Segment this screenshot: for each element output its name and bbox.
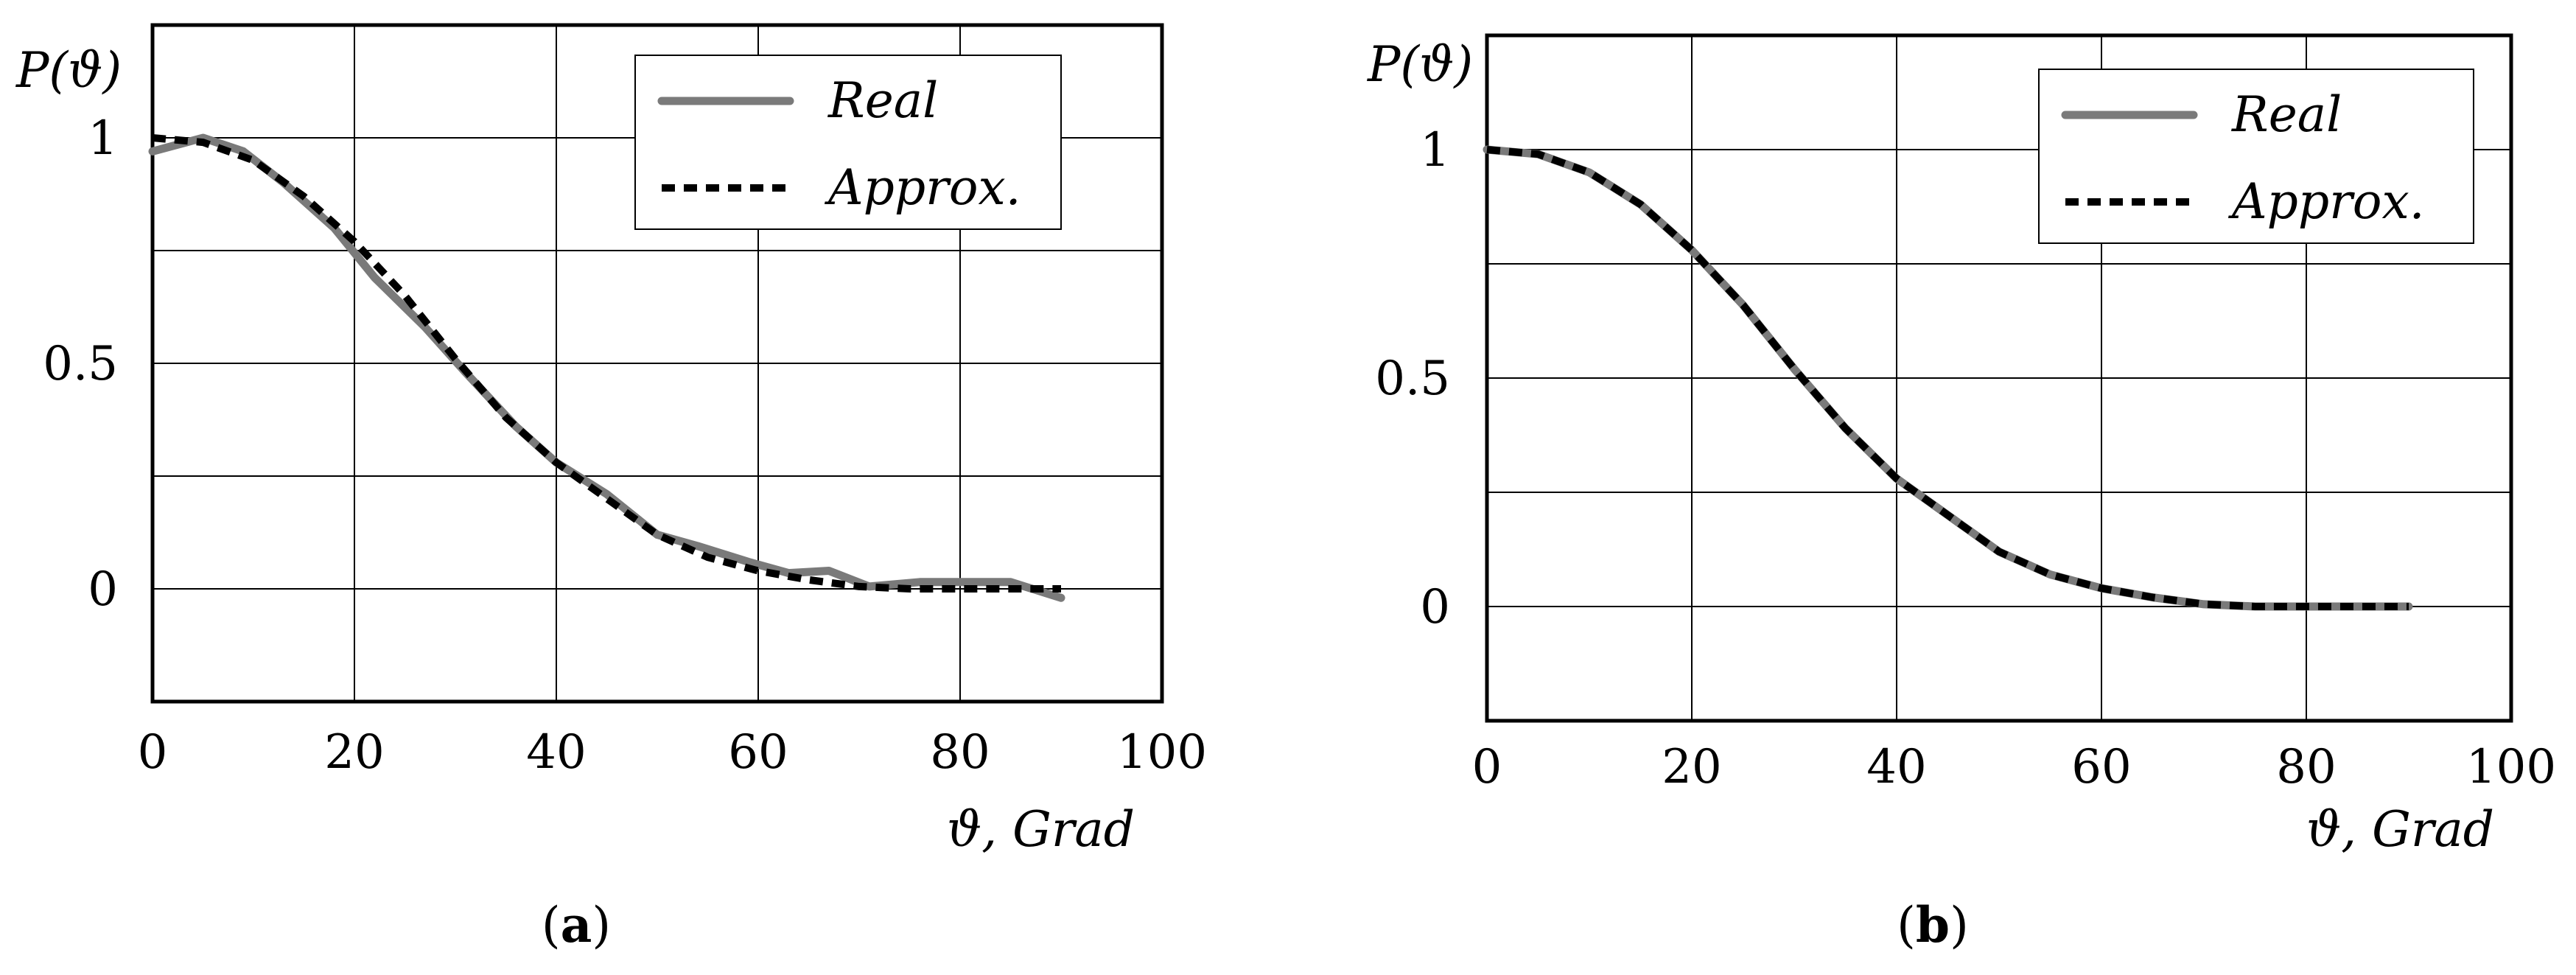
x-tick-label: 100 <box>1117 725 1207 780</box>
x-tick-label: 100 <box>2466 740 2556 794</box>
x-tick-label: 0 <box>138 725 168 780</box>
y-tick-label: 0 <box>1420 580 1450 635</box>
caption-letter: b <box>1916 896 1950 954</box>
legend-label-approx: Approx. <box>824 159 1021 216</box>
caption-open-paren: ( <box>1897 897 1916 954</box>
chart-panel-a: 0 20 40 60 80 100 0 0.5 1 Real Approx. P(ϑ) ϑ, Grad (… <box>15 23 1207 954</box>
x-tick-label: 0 <box>1472 740 1502 794</box>
x-tick-label: 60 <box>728 725 788 780</box>
legend-box <box>634 55 1062 230</box>
caption-close-paren: ) <box>1950 897 1969 954</box>
panel-caption: (a) <box>542 896 611 954</box>
y-axis-label: P(ϑ) <box>1367 36 1473 93</box>
x-tick-label: 60 <box>2071 740 2131 794</box>
legend-label-real: Real <box>2231 86 2342 143</box>
x-tick-label: 40 <box>1866 740 1926 794</box>
x-tick-label: 20 <box>324 725 384 780</box>
y-tick-label: 0 <box>88 562 118 617</box>
series-line-approx <box>152 134 1061 593</box>
plot-frame <box>150 23 1164 704</box>
chart-panel-b: 0 20 40 60 80 100 0 0.5 1 Real Approx. P(ϑ) ϑ, Grad (… <box>1367 33 2556 954</box>
caption-letter: a <box>561 896 592 954</box>
x-tick-label: 80 <box>2276 740 2336 794</box>
x-tick-label: 80 <box>930 725 990 780</box>
y-tick-label: 1 <box>88 111 118 166</box>
legend-label-real: Real <box>827 72 938 129</box>
x-axis-label: ϑ, Grad <box>2306 801 2494 858</box>
legend-box <box>2038 69 2474 244</box>
series-line-approx <box>1486 146 2409 610</box>
panel-caption: (b) <box>1897 896 1969 954</box>
y-tick-label: 0.5 <box>1375 352 1450 406</box>
x-axis-label: ϑ, Grad <box>947 801 1135 858</box>
x-tick-label: 40 <box>526 725 586 780</box>
caption-close-paren: ) <box>592 897 611 954</box>
plot-frame <box>1485 33 2513 723</box>
legend-label-approx: Approx. <box>2227 173 2425 230</box>
y-tick-label: 1 <box>1420 123 1450 178</box>
caption-open-paren: ( <box>542 897 561 954</box>
y-tick-label: 0.5 <box>43 337 118 391</box>
y-axis-label: P(ϑ) <box>15 42 122 99</box>
x-tick-label: 20 <box>1662 740 1721 794</box>
